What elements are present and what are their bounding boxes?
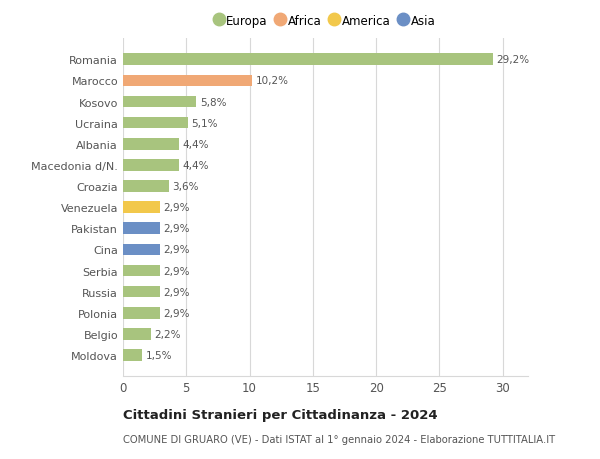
Text: 2,9%: 2,9% — [163, 287, 190, 297]
Text: 3,6%: 3,6% — [172, 182, 199, 191]
Text: 2,9%: 2,9% — [163, 245, 190, 255]
Bar — [123, 181, 169, 192]
Text: 2,9%: 2,9% — [163, 266, 190, 276]
Bar — [123, 202, 160, 213]
Bar — [123, 328, 151, 340]
Bar — [123, 286, 160, 298]
Bar — [123, 96, 196, 108]
Text: 1,5%: 1,5% — [146, 350, 172, 360]
Bar — [123, 54, 493, 66]
Text: 2,9%: 2,9% — [163, 203, 190, 213]
Bar — [123, 139, 179, 150]
Bar — [123, 223, 160, 235]
Bar — [123, 307, 160, 319]
Text: 5,8%: 5,8% — [200, 97, 227, 107]
Legend: Europa, Africa, America, Asia: Europa, Africa, America, Asia — [212, 11, 439, 31]
Text: 5,1%: 5,1% — [191, 118, 218, 129]
Text: 2,2%: 2,2% — [155, 329, 181, 339]
Bar — [123, 118, 188, 129]
Text: 10,2%: 10,2% — [256, 76, 289, 86]
Text: 29,2%: 29,2% — [496, 55, 529, 65]
Bar — [123, 265, 160, 277]
Text: COMUNE DI GRUARO (VE) - Dati ISTAT al 1° gennaio 2024 - Elaborazione TUTTITALIA.: COMUNE DI GRUARO (VE) - Dati ISTAT al 1°… — [123, 434, 555, 444]
Bar — [123, 160, 179, 171]
Bar — [123, 75, 252, 87]
Text: 4,4%: 4,4% — [182, 140, 209, 150]
Bar — [123, 244, 160, 256]
Text: 2,9%: 2,9% — [163, 308, 190, 318]
Text: Cittadini Stranieri per Cittadinanza - 2024: Cittadini Stranieri per Cittadinanza - 2… — [123, 409, 437, 421]
Text: 4,4%: 4,4% — [182, 161, 209, 171]
Bar — [123, 349, 142, 361]
Text: 2,9%: 2,9% — [163, 224, 190, 234]
